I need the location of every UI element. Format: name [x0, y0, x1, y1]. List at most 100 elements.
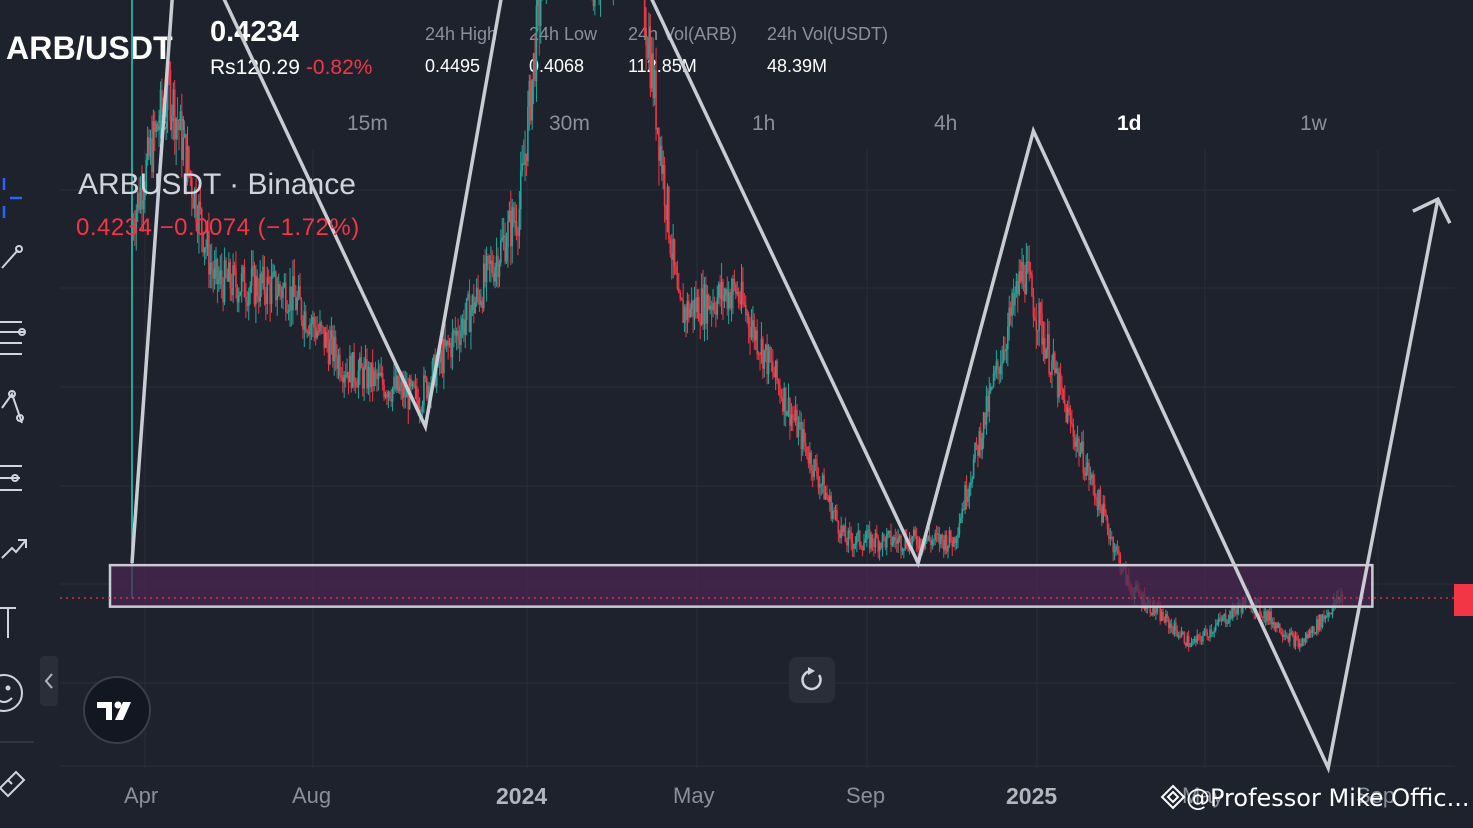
candle-body: [1230, 611, 1233, 619]
candle-body: [1240, 606, 1243, 613]
candle-body: [747, 314, 750, 328]
candle-body: [947, 545, 949, 552]
arrow-icon[interactable]: [1, 539, 27, 559]
candle-body: [458, 339, 461, 345]
candle-body: [1098, 490, 1100, 511]
support-zone: [60, 563, 1473, 608]
candle-body: [417, 399, 420, 414]
candle-body: [192, 197, 195, 209]
candle-body: [1331, 605, 1334, 614]
candle-body: [1267, 611, 1270, 621]
candle-body: [313, 317, 316, 328]
candle-body: [370, 362, 373, 388]
candle-body: [1042, 338, 1045, 345]
candle-body: [210, 262, 213, 271]
fib-icon[interactable]: [0, 321, 26, 355]
candle-body: [695, 298, 697, 313]
candle-body: [811, 470, 814, 477]
candle-body: [1320, 614, 1322, 627]
x-tick-label: 2025: [1006, 783, 1058, 809]
candle-body: [289, 286, 291, 311]
candle-body: [423, 375, 425, 406]
tab-1h[interactable]: 1h: [752, 112, 776, 135]
candle-body: [176, 119, 179, 125]
candle-body: [851, 541, 854, 549]
candle-body: [928, 535, 931, 541]
tab-4h[interactable]: 4h: [934, 112, 958, 135]
candle-body: [1300, 643, 1302, 646]
candle-body: [233, 265, 236, 269]
candle-body: [518, 209, 521, 236]
candle-body: [705, 284, 707, 324]
candle-body: [893, 537, 895, 543]
reset-chart-button[interactable]: [789, 657, 835, 703]
candle-body: [213, 268, 216, 279]
candle-body: [286, 311, 289, 313]
candle-body: [196, 221, 199, 233]
pattern-icon[interactable]: [1, 390, 24, 424]
candle-body: [917, 545, 919, 550]
candle-body: [1177, 635, 1180, 637]
candle-body: [693, 298, 696, 318]
candle-body: [816, 463, 818, 477]
candle-body: [1082, 441, 1085, 474]
zigzag-projection: [130, 0, 1452, 774]
candle-body: [944, 535, 946, 551]
candle-body: [178, 124, 180, 130]
candle-body: [481, 300, 484, 309]
candle-body: [297, 286, 300, 298]
candle-body: [256, 276, 259, 297]
ruler-icon[interactable]: [0, 770, 26, 798]
tab-1d[interactable]: 1d: [1117, 112, 1142, 135]
candle-body: [673, 239, 676, 266]
candle-body: [801, 429, 804, 449]
candle-body: [767, 346, 770, 375]
candle-body: [1194, 638, 1197, 643]
candle-body: [1096, 500, 1099, 511]
gann-icon[interactable]: [0, 465, 22, 491]
candle-body: [181, 111, 183, 161]
candle-body: [1202, 635, 1204, 642]
candle-body: [779, 385, 781, 397]
candle-body: [435, 364, 438, 387]
candle-body: [1066, 407, 1069, 423]
candle-body: [484, 263, 486, 283]
candle-body: [327, 343, 330, 364]
candle-body: [1199, 635, 1201, 640]
candle-body: [354, 381, 357, 386]
candle-body: [1075, 441, 1077, 447]
candle-body: [359, 357, 361, 371]
text-icon[interactable]: [0, 607, 16, 638]
candle-body: [860, 545, 862, 548]
candle-body: [1261, 616, 1264, 618]
candle-body: [317, 331, 320, 333]
collapse-toolbar-button[interactable]: [40, 656, 58, 706]
tab-15m[interactable]: 15m: [347, 112, 388, 135]
candle-body: [225, 260, 227, 275]
candle-body: [1224, 614, 1227, 624]
candle-body: [501, 237, 504, 241]
candle-body: [531, 79, 533, 121]
candle-body: [804, 442, 807, 447]
candle-body: [942, 539, 945, 551]
candle-body: [756, 330, 758, 354]
candle-body: [846, 541, 848, 546]
candle-body: [1046, 334, 1049, 350]
emoji-icon[interactable]: [0, 674, 23, 712]
tab-1w[interactable]: 1w: [1300, 112, 1327, 135]
candle-body: [316, 331, 318, 338]
candle-body: [1301, 638, 1304, 646]
candle-body: [206, 231, 209, 248]
trendline-icon[interactable]: [1, 245, 23, 269]
candle-body: [833, 510, 835, 512]
candle-body: [464, 320, 467, 335]
candle-body: [1014, 293, 1016, 306]
candle-body: [648, 37, 650, 58]
crosshair-icon[interactable]: [2, 178, 22, 218]
candle-body: [1303, 638, 1305, 643]
tab-30m[interactable]: 30m: [549, 112, 590, 135]
candle-body: [1308, 630, 1311, 638]
stat-high-label: 24h High: [425, 24, 498, 44]
candle-body: [341, 377, 344, 383]
